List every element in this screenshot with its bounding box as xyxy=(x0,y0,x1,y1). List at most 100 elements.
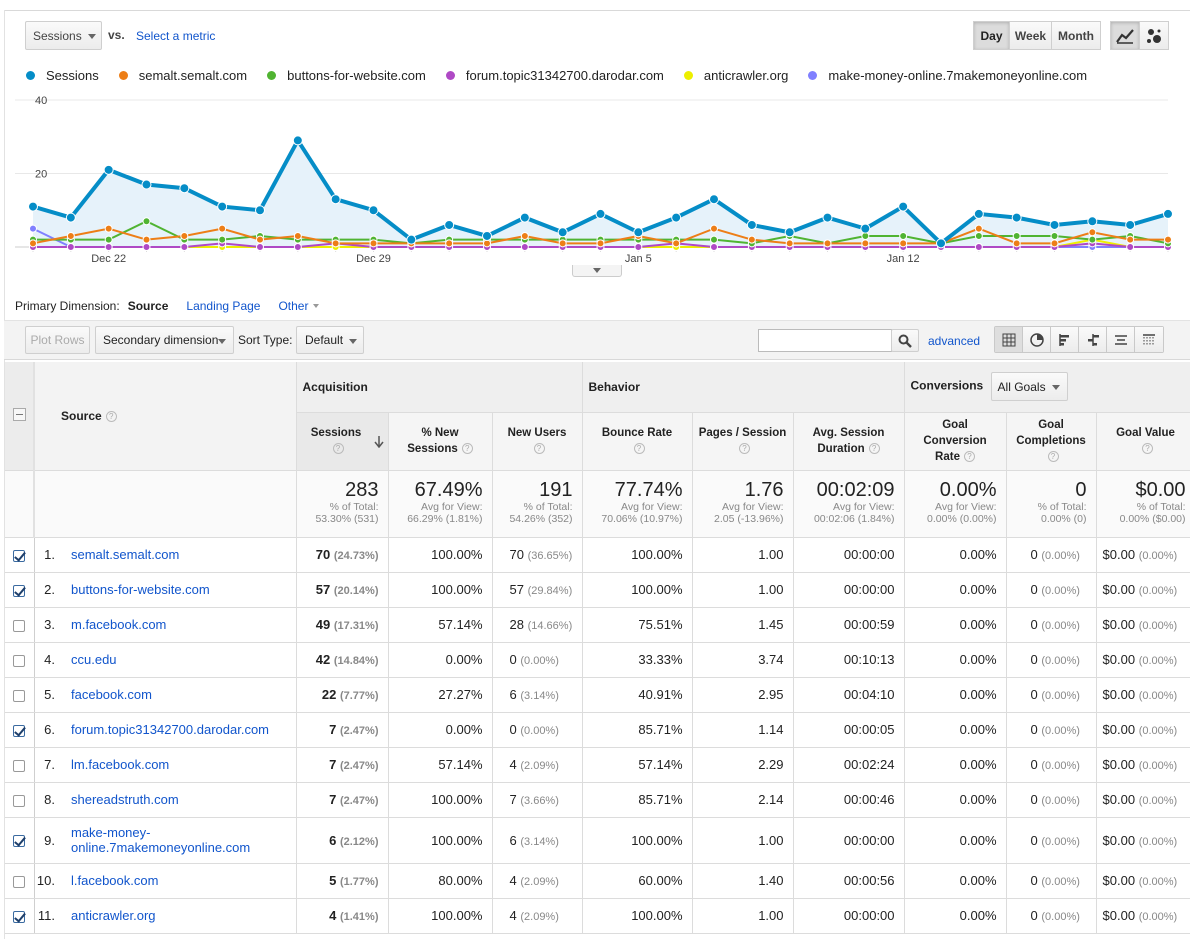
source-link[interactable]: forum.topic31342700.darodar.com xyxy=(71,722,270,737)
row-checkbox[interactable] xyxy=(13,794,26,807)
gv-cell: $0.00 (0.00%) xyxy=(1096,712,1190,748)
advanced-link[interactable]: advanced xyxy=(928,334,981,348)
duration-header[interactable]: Avg. Session Duration? xyxy=(793,412,905,471)
new-sessions-cell: 100.00% xyxy=(388,537,493,573)
gcr-cell: 0.00% xyxy=(904,572,1007,608)
new-users-label: New Users xyxy=(507,427,567,439)
term-cloud-icon xyxy=(1114,334,1127,345)
row-checkbox[interactable] xyxy=(13,549,26,562)
data-point xyxy=(1050,231,1059,240)
new-users-header[interactable]: New Users ? xyxy=(492,412,583,471)
collapse-toggle-icon[interactable] xyxy=(12,407,26,421)
line-chart-button[interactable] xyxy=(1111,22,1140,49)
row-checkbox[interactable] xyxy=(13,910,26,923)
row-checkbox[interactable] xyxy=(13,654,26,667)
plot-rows-button[interactable]: Plot Rows xyxy=(25,326,90,354)
new-sessions-cell: 80.00% xyxy=(388,863,493,899)
row-checkbox[interactable] xyxy=(13,835,26,848)
month-button[interactable]: Month xyxy=(1052,22,1100,49)
new-users-cell: 4 (2.09%) xyxy=(492,747,583,783)
sessions-header[interactable]: Sessions ? xyxy=(296,412,389,471)
data-point xyxy=(406,234,417,245)
source-link[interactable]: semalt.semalt.com xyxy=(71,547,180,562)
row-checkbox[interactable] xyxy=(13,875,26,888)
pages-session-header[interactable]: Pages / Session ? xyxy=(692,412,794,471)
new-sessions-cell: 57.14% xyxy=(388,747,493,783)
pivot-view-button[interactable] xyxy=(1135,327,1163,352)
select-metric-link[interactable]: Select a metric xyxy=(136,29,216,43)
sort-type-label: Sort Type: xyxy=(238,333,293,347)
select-all-cell xyxy=(5,362,35,471)
dimension-other[interactable]: Other xyxy=(278,299,320,313)
goal-value-header[interactable]: Goal Value ? xyxy=(1096,412,1190,471)
source-link[interactable]: make-money- xyxy=(71,825,151,840)
total-gv: $0.00% of Total: 0.00% ($0.00) xyxy=(1096,470,1190,538)
row-checkbox[interactable] xyxy=(13,584,26,597)
row-checkbox[interactable] xyxy=(13,689,26,702)
source-link[interactable]: anticrawler.org xyxy=(71,908,156,923)
row-checkbox[interactable] xyxy=(13,724,26,737)
pages-session-cell: 1.00 xyxy=(692,537,794,573)
row-checkbox[interactable] xyxy=(13,619,26,632)
new-sessions-cell: 0.00% xyxy=(388,642,493,678)
dimension-landing-page[interactable]: Landing Page xyxy=(186,299,261,313)
gc-cell: 0 (0.00%) xyxy=(1006,677,1097,713)
comparison-icon xyxy=(1087,333,1099,346)
secondary-dimension-select[interactable]: Secondary dimension xyxy=(95,326,234,354)
data-table: Source? Acquisition Behavior Conversions… xyxy=(5,362,1190,934)
sort-type-select[interactable]: Default xyxy=(296,326,364,354)
gcr-label-1: Goal xyxy=(942,419,968,431)
gv-cell: $0.00 (0.00%) xyxy=(1096,677,1190,713)
source-link[interactable]: l.facebook.com xyxy=(71,873,159,888)
question-icon: ? xyxy=(533,443,545,455)
pivot-icon xyxy=(1143,333,1155,346)
vs-label: vs. xyxy=(108,28,125,42)
source-link[interactable]: shereadstruth.com xyxy=(71,792,179,807)
performance-view-button[interactable] xyxy=(1051,327,1079,352)
comparison-view-button[interactable] xyxy=(1079,327,1107,352)
source-cell: facebook.com xyxy=(67,677,297,713)
row-checkbox[interactable] xyxy=(13,759,26,772)
pages-session-cell: 1.00 xyxy=(692,572,794,608)
data-point xyxy=(1012,231,1021,240)
totals-row: 283% of Total: 53.30% (531) 67.49% Avg for… xyxy=(5,470,1190,538)
source-link[interactable]: lm.facebook.com xyxy=(71,757,170,772)
bounce-rate-header[interactable]: Bounce Rate ? xyxy=(582,412,693,471)
term-cloud-button[interactable] xyxy=(1107,327,1135,352)
source-link[interactable]: online.7makemoneyonline.com xyxy=(71,840,251,855)
sessions-cell: 49 (17.31%) xyxy=(296,607,389,643)
pages-session-label: Pages / Session xyxy=(698,427,787,439)
goal-completions-header[interactable]: Goal Completions ? xyxy=(1006,412,1097,471)
search-button[interactable] xyxy=(891,329,919,352)
source-link[interactable]: buttons-for-website.com xyxy=(71,582,210,597)
day-button[interactable]: Day xyxy=(974,22,1010,49)
goals-select[interactable]: All Goals xyxy=(990,372,1068,402)
source-link[interactable]: m.facebook.com xyxy=(71,617,167,632)
source-link[interactable]: ccu.edu xyxy=(71,652,117,667)
left-border xyxy=(4,10,5,939)
collapse-arrow-icon xyxy=(593,268,601,273)
motion-chart-button[interactable] xyxy=(1139,22,1168,49)
week-button[interactable]: Week xyxy=(1010,22,1052,49)
chevron-down-icon xyxy=(88,34,96,39)
pages-session-cell: 1.00 xyxy=(692,898,794,934)
new-sessions-header[interactable]: % New Sessions? xyxy=(388,412,493,471)
chart-collapse-handle[interactable] xyxy=(572,265,622,277)
source-link[interactable]: facebook.com xyxy=(71,687,152,702)
gc-label-2: Completions xyxy=(1016,435,1086,447)
metric-select[interactable]: Sessions xyxy=(25,21,102,50)
line-chart-icon xyxy=(1115,28,1134,44)
sessions-header-label: Sessions xyxy=(310,427,362,439)
row-index: 9. xyxy=(34,817,67,864)
data-view-button[interactable] xyxy=(995,327,1023,352)
new-users-cell: 4 (2.09%) xyxy=(492,898,583,934)
source-header[interactable]: Source? xyxy=(33,362,297,471)
table-search-input[interactable] xyxy=(758,329,892,352)
goal-conversion-rate-header[interactable]: Goal Conversion Rate? xyxy=(904,412,1007,471)
sessions-area xyxy=(33,140,1168,247)
data-point xyxy=(445,239,454,248)
data-point xyxy=(293,231,302,240)
new-users-cell: 0 (0.00%) xyxy=(492,712,583,748)
percentage-view-button[interactable] xyxy=(1023,327,1051,352)
bounce-rate-cell: 40.91% xyxy=(582,677,693,713)
